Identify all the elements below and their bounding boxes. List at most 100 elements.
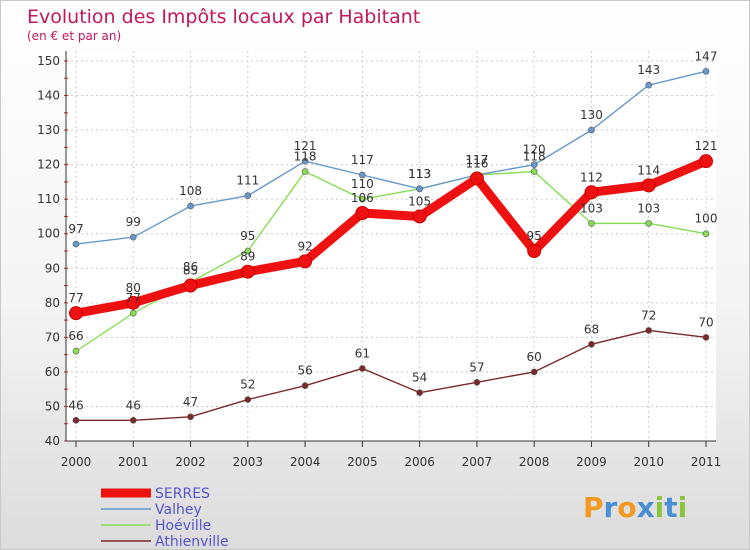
data-point (301, 157, 309, 165)
brand-letter: r (604, 491, 618, 524)
data-label: 80 (126, 281, 141, 295)
data-label: 114 (637, 163, 660, 177)
data-label: 72 (641, 308, 656, 322)
y-tick-label: 100 (37, 227, 60, 241)
data-label: 121 (695, 139, 718, 153)
data-label: 77 (68, 291, 83, 305)
data-point (129, 309, 137, 317)
x-tick-label: 2005 (347, 455, 378, 469)
brand-letter: P (583, 491, 604, 524)
data-label: 66 (68, 329, 83, 343)
plot-area (66, 51, 716, 441)
data-label: 46 (126, 398, 141, 412)
data-label: 89 (240, 250, 255, 264)
x-tick-label: 2003 (233, 455, 264, 469)
data-point (183, 278, 198, 293)
data-point (702, 68, 710, 75)
legend-label-valhey: Valhey (155, 502, 202, 518)
data-label: 117 (465, 153, 488, 167)
data-label: 68 (584, 322, 599, 336)
data-label: 120 (523, 143, 546, 157)
data-label: 100 (695, 212, 718, 226)
data-point (588, 340, 595, 348)
data-label: 110 (351, 177, 374, 191)
y-tick-label: 140 (37, 89, 60, 103)
x-tick-label: 2004 (290, 455, 321, 469)
data-label: 106 (351, 191, 374, 205)
series-line-valhey (75, 70, 707, 245)
data-point (530, 368, 538, 376)
data-label: 103 (580, 201, 603, 215)
data-point (72, 347, 80, 355)
series-line-serres (71, 156, 711, 318)
data-point (645, 81, 653, 89)
x-tick-label: 2008 (519, 455, 550, 469)
data-label: 99 (126, 215, 141, 229)
y-tick-label: 50 (45, 399, 60, 413)
y-tick-label: 80 (45, 296, 60, 310)
y-tick-label: 120 (37, 158, 60, 172)
y-tick-label: 90 (45, 261, 60, 275)
brand-letter: i (655, 491, 665, 524)
data-point (469, 171, 484, 186)
data-label: 108 (179, 184, 202, 198)
data-label: 112 (580, 170, 603, 184)
data-point (702, 230, 710, 238)
data-point (298, 254, 313, 269)
data-point (359, 171, 366, 179)
x-tick-label: 2001 (118, 455, 149, 469)
data-label: 70 (698, 315, 713, 329)
data-point (187, 202, 194, 210)
grid (66, 51, 716, 442)
chart-title: Evolution des Impôts locaux par Habitant (27, 6, 420, 28)
data-label: 105 (408, 194, 431, 208)
data-point (588, 126, 595, 134)
brand-letter: t (664, 491, 677, 524)
data-point (588, 220, 595, 227)
y-tick-label: 110 (37, 192, 60, 206)
brand-letter: o (617, 491, 636, 524)
data-point (412, 209, 427, 224)
data-point (416, 389, 423, 396)
data-label: 143 (637, 63, 660, 77)
data-label: 118 (294, 150, 317, 164)
data-label: 52 (240, 378, 255, 392)
data-label: 116 (465, 156, 488, 170)
y-tick-label: 40 (45, 434, 60, 448)
data-label: 121 (294, 139, 317, 153)
proxiti-logo: Proxiti (583, 491, 687, 524)
x-tick-label: 2010 (633, 455, 664, 469)
data-label: 111 (236, 174, 259, 188)
data-point (530, 168, 538, 175)
series-lines (69, 68, 713, 424)
data-point (187, 413, 194, 421)
data-point (641, 178, 656, 193)
y-tick-label: 60 (45, 365, 60, 379)
data-label: 77 (126, 291, 141, 305)
axes: 40 50 60 70 80 90 100 110 120 130 140 150 2000 2001 20… (37, 51, 721, 469)
brand-letter: x (637, 491, 655, 524)
data-label: 61 (355, 346, 370, 360)
data-point (359, 195, 366, 203)
x-tick-label: 2007 (462, 455, 493, 469)
data-label: 117 (465, 153, 488, 167)
legend-label-serres: SERRES (155, 486, 210, 502)
data-point (584, 185, 599, 200)
x-tick-label: 2006 (404, 455, 435, 469)
chart-subtitle: (en € et par an) (27, 29, 121, 43)
data-point (129, 233, 137, 241)
data-point (473, 378, 481, 386)
data-label: 117 (351, 153, 374, 167)
data-point (702, 334, 710, 341)
data-label: 118 (523, 150, 546, 164)
data-label: 113 (408, 167, 431, 181)
data-point (301, 168, 309, 175)
data-point (301, 382, 309, 390)
series-line-athienville (75, 329, 707, 421)
brand-letter: i (678, 491, 688, 524)
data-label: 147 (695, 49, 718, 63)
data-label: 47 (183, 395, 198, 409)
data-label: 97 (68, 222, 83, 236)
